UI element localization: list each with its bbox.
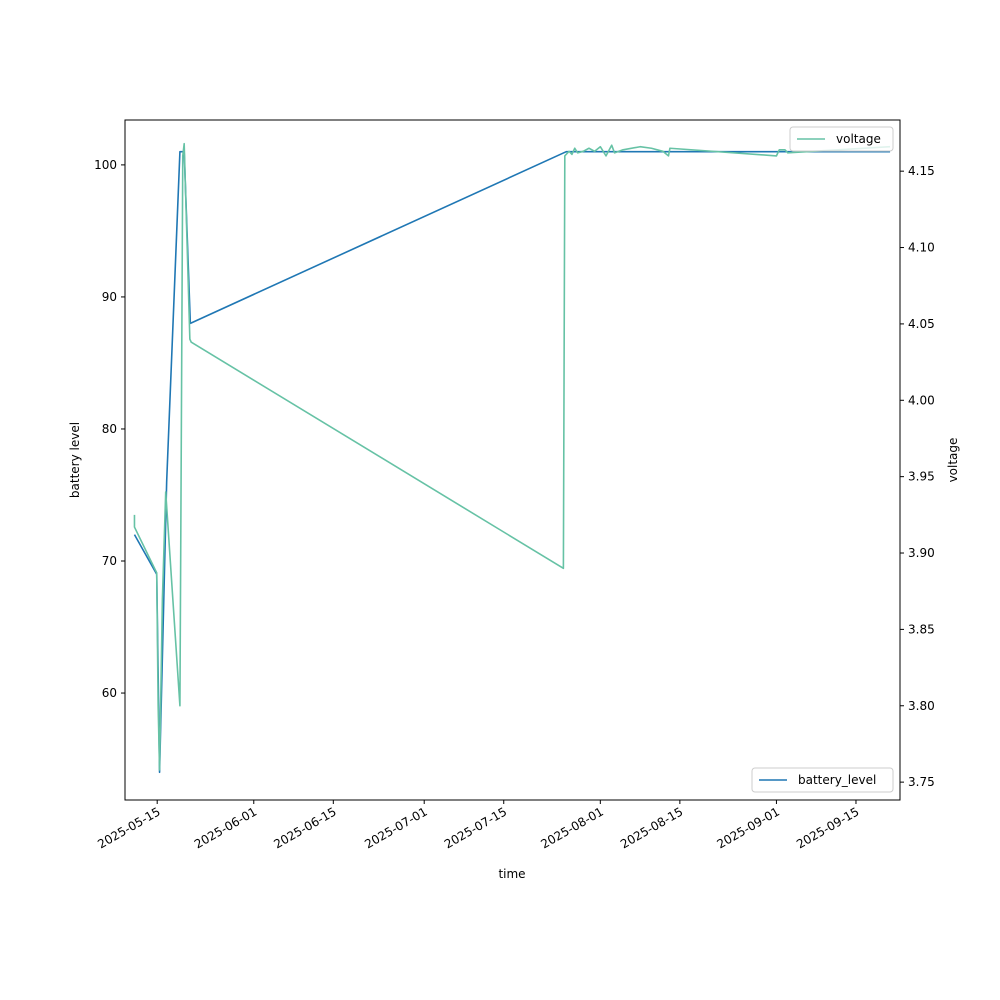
- right-y-tick-label: 3.80: [908, 699, 935, 713]
- x-tick-label: 2025-09-15: [794, 804, 861, 851]
- x-tick-label: 2025-07-15: [442, 804, 509, 851]
- x-tick-label: 2025-08-01: [538, 804, 605, 851]
- plot-frame: [124, 119, 901, 801]
- right-y-tick-label: 4.05: [908, 317, 935, 331]
- series-line-battery-level: [133, 150, 891, 774]
- left-y-axis-ticks: 60 70 80 90 100: [94, 158, 125, 700]
- legend-battery-level: battery_level: [751, 767, 894, 793]
- legend-battery-level-label: battery_level: [798, 773, 876, 787]
- x-axis-ticks: 2025-05-15 2025-06-01 2025-06-15 2025-07-01…: [95, 800, 861, 851]
- right-y-axis-label: voltage: [946, 438, 960, 483]
- legend-voltage-label: voltage: [836, 132, 881, 146]
- left-y-tick-label: 70: [102, 554, 117, 568]
- left-y-tick-label: 90: [102, 290, 117, 304]
- right-y-tick-label: 4.10: [908, 241, 935, 255]
- x-axis-label: time: [498, 867, 525, 881]
- x-tick-label: 2025-05-15: [95, 804, 162, 851]
- left-y-axis-label: battery level: [68, 422, 82, 498]
- right-y-tick-label: 4.15: [908, 164, 935, 178]
- right-y-axis-ticks: 3.75 3.80 3.85 3.90 3.95 4.00 4.05 4.10 4.15: [900, 164, 935, 789]
- left-y-tick-label: 100: [94, 158, 117, 172]
- legend-voltage: voltage: [789, 126, 894, 152]
- right-y-tick-label: 3.95: [908, 470, 935, 484]
- right-y-tick-label: 3.90: [908, 546, 935, 560]
- x-tick-label: 2025-08-15: [618, 804, 685, 851]
- x-tick-label: 2025-09-01: [715, 804, 782, 851]
- x-tick-label: 2025-06-15: [271, 804, 338, 851]
- right-y-tick-label: 3.85: [908, 622, 935, 636]
- legend-voltage-box: [789, 126, 894, 152]
- right-y-tick-label: 3.75: [908, 775, 935, 789]
- x-tick-label: 2025-06-01: [192, 804, 259, 851]
- legend-battery-level-box: [751, 767, 894, 793]
- series-line-voltage: [133, 142, 891, 771]
- left-y-tick-label: 80: [102, 422, 117, 436]
- x-tick-label: 2025-07-01: [362, 804, 429, 851]
- plot-lines: [133, 142, 891, 774]
- right-y-tick-label: 4.00: [908, 393, 935, 407]
- left-y-tick-label: 60: [102, 686, 117, 700]
